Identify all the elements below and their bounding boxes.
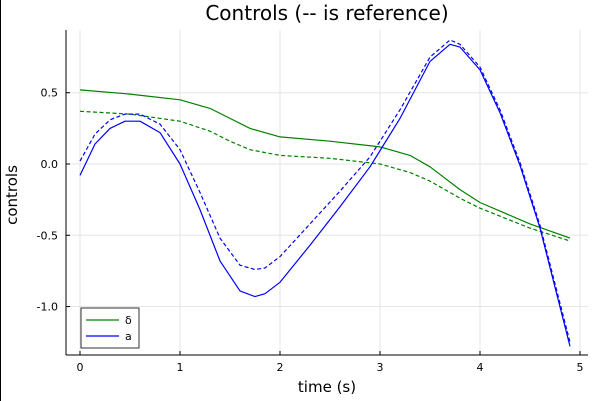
series-line <box>79 89 571 239</box>
tick-labels: 0 1 2 3 4 5 0.5 0.0 -0.5 -1.0 <box>37 87 584 374</box>
legend: δa <box>80 307 140 349</box>
y-axis-title: controls <box>3 165 21 225</box>
x-tick-label: 1 <box>177 361 184 374</box>
y-tick-label: -1.0 <box>37 301 58 314</box>
x-tick-label: 4 <box>477 361 484 374</box>
y-tick-label: 0.0 <box>41 158 59 171</box>
legend-box <box>80 307 140 349</box>
grid <box>66 30 588 355</box>
reference-series-line <box>79 39 571 343</box>
axes <box>65 30 588 356</box>
x-tick-label: 2 <box>277 361 284 374</box>
legend-label: δ <box>125 314 132 327</box>
y-tick-label: -0.5 <box>37 229 58 242</box>
chart-title: Controls (-- is reference) <box>205 1 448 25</box>
x-tick-label: 0 <box>77 361 84 374</box>
legend-label: a <box>125 330 132 343</box>
y-tick-label: 0.5 <box>41 87 59 100</box>
series-layer <box>79 39 571 347</box>
x-tick-label: 5 <box>577 361 584 374</box>
reference-series-line <box>79 110 571 242</box>
x-axis-title: time (s) <box>298 378 356 396</box>
series-line <box>79 43 571 347</box>
x-tick-label: 3 <box>377 361 384 374</box>
